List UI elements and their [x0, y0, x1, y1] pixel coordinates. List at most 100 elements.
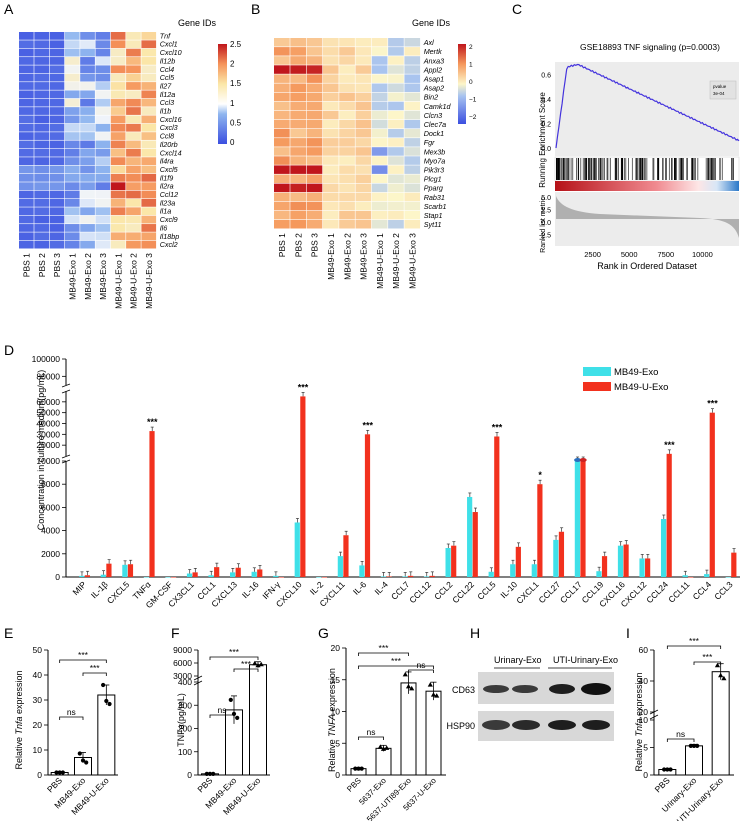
heatmap-cell: [322, 83, 339, 92]
gene-label-camk1d: Camk1d: [424, 102, 452, 111]
heatmap-cell: [141, 207, 157, 216]
gene-label-il20rb: Il20rb: [160, 140, 178, 149]
d-xtick-il-4: IL-4: [372, 579, 390, 597]
heatmap-cell: [80, 40, 95, 49]
sample-label-mb49-u-exo-2: MB49-U-Exo 2: [129, 253, 139, 309]
panelG-data-point: [359, 766, 364, 771]
heatmap-cell: [126, 232, 141, 241]
d-bar-mb49-exo-ccl2: [445, 548, 451, 577]
heatmap-cell: [19, 182, 34, 191]
d-bar-mb49-u-exo-ccl17: [580, 461, 586, 577]
panelF-ytick-label: 400: [178, 677, 192, 687]
panelG-data-point: [434, 693, 440, 698]
legend-label-mb49-u-exo: MB49-U-Exo: [614, 382, 668, 393]
panelE-bracket-label: ns: [67, 707, 76, 717]
d-ytick-label: 60000: [36, 397, 60, 407]
d-xtick-il-6: IL-6: [351, 579, 369, 597]
gene-label-pparg: Pparg: [424, 184, 443, 193]
heatmap-cell: [64, 107, 80, 115]
f-axis-break-mark: [193, 675, 203, 681]
panel-label-f: F: [171, 625, 180, 641]
heatmap-cell: [371, 210, 388, 220]
panelF-ytick-label: 6000: [173, 658, 192, 668]
heatmap-cell: [371, 220, 388, 229]
heatmap-cell: [339, 192, 355, 202]
heatmap-cell: [64, 65, 80, 74]
heatmap-cell: [64, 115, 80, 124]
panelF-data-point: [207, 771, 213, 776]
heatmap-cell: [19, 132, 34, 140]
d-overflow-marker: [574, 458, 582, 462]
panelG-ytick-label: 15: [331, 675, 341, 685]
gsea-rank-gradient: [555, 181, 739, 191]
d-bar-mb49-exo-il-10: [510, 564, 516, 577]
gsea-ylabel-top: Running Enrichment Score: [538, 92, 547, 188]
heatmap-cell: [290, 220, 306, 229]
heatmap-cell: [339, 174, 355, 183]
heatmap-cell: [64, 48, 80, 57]
d-bar-mb49-u-exo-il-16: [257, 569, 263, 577]
panelF-ytick-label: 200: [178, 724, 192, 734]
heatmap-cell: [388, 201, 404, 211]
panelG-data-point: [409, 685, 415, 691]
blot-label-urinary: Urinary-Exo: [494, 655, 542, 665]
f-axis-break-mark: [193, 680, 203, 686]
gsea-xtick: 2500: [584, 250, 601, 259]
heatmap-cell: [388, 110, 404, 120]
gene-label-myo7a: Myo7a: [424, 156, 446, 165]
heatmap-a-colorbar: [218, 44, 227, 144]
d-bar-mb49-u-exo-cxcl5: [127, 564, 134, 577]
heatmap-cell: [306, 138, 323, 147]
heatmap-cell: [64, 190, 80, 199]
sample-label-pbs-2: PBS 2: [293, 233, 303, 257]
heatmap-cell: [80, 132, 95, 140]
d-bar-mb49-exo-il-1: [100, 574, 106, 577]
panelF-ytick-label: 3000: [173, 671, 192, 681]
heatmap-cell: [64, 224, 80, 232]
heatmap-cell: [126, 224, 141, 232]
d-bar-mb49-u-exo-ifn: [278, 577, 284, 578]
heatmap-cell: [355, 83, 372, 92]
heatmap-cell: [64, 40, 80, 49]
heatmap-cell: [339, 156, 355, 165]
heatmap-cell: [126, 32, 141, 40]
heatmap-cell: [322, 47, 339, 56]
panelI-data-point: [665, 767, 670, 772]
heatmap-cell: [306, 210, 323, 220]
gene-label-mertk: Mertk: [424, 47, 442, 56]
heatmap-cell: [49, 140, 65, 149]
heatmap-cell: [290, 156, 306, 165]
panelE-bracket: [59, 659, 107, 663]
heatmap-cell: [274, 47, 290, 56]
heatmap-cell: [274, 220, 290, 229]
heatmap-cell: [126, 90, 141, 99]
panelG-xtick-pbs: PBS: [345, 776, 363, 794]
d-bar-mb49-u-exo-cxcl13: [235, 567, 241, 577]
gene-label-il23a: Il23a: [160, 198, 176, 207]
panelE-bracket: [82, 672, 107, 676]
heatmap-cell: [80, 115, 95, 124]
heatmap-cell: [322, 38, 339, 47]
heatmap-cell: [49, 57, 65, 65]
heatmap-cell: [306, 183, 323, 193]
heatmap-cell: [404, 165, 421, 174]
gsea-enrichment-bg: [555, 62, 739, 156]
heatmap-a: [19, 32, 157, 249]
gene-label-cxcl3: Cxcl3: [160, 123, 178, 132]
heatmap-cell: [306, 174, 323, 183]
blot-cd63-band-2: [512, 685, 538, 693]
heatmap-cell: [80, 57, 95, 65]
heatmap-cell: [355, 56, 372, 65]
heatmap-cell: [34, 82, 49, 90]
heatmap-cell: [371, 56, 388, 65]
heatmap-cell: [110, 182, 126, 191]
heatmap-cell: [141, 107, 157, 115]
panelG-data-point: [377, 744, 383, 749]
d-bar-mb49-u-exo-gm-csf: [170, 577, 177, 578]
heatmap-cell: [290, 65, 306, 74]
d-bar-mb49-u-exo-ccl7: [408, 575, 414, 577]
heatmap-cell: [355, 220, 372, 229]
sample-label-mb49-u-exo-3: MB49-U-Exo 3: [408, 233, 418, 289]
heatmap-cell: [126, 123, 141, 132]
